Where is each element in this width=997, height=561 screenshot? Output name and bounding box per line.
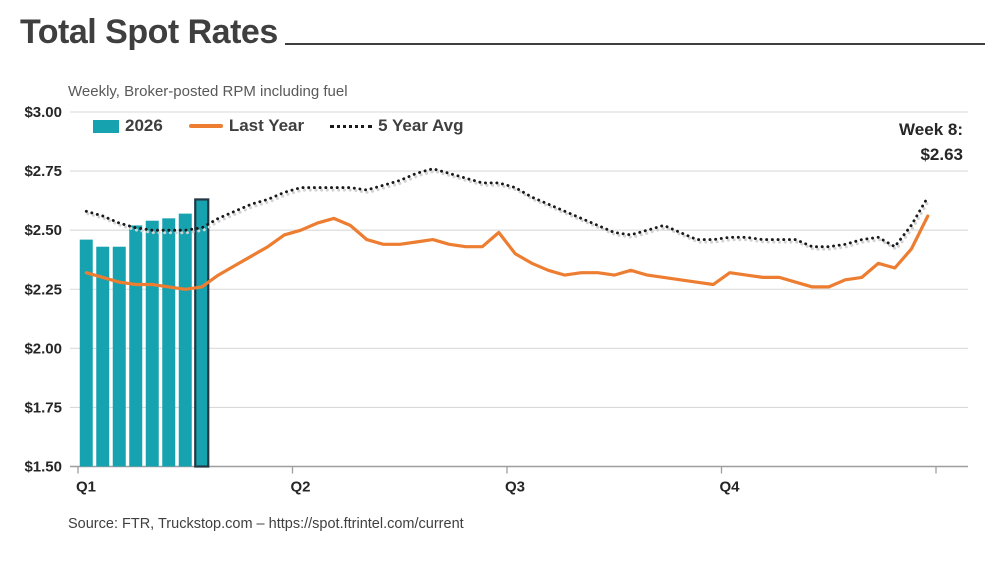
svg-text:Q1: Q1 — [76, 479, 96, 496]
gridlines — [70, 111, 968, 468]
svg-text:Q2: Q2 — [290, 479, 310, 496]
svg-text:$2.75: $2.75 — [24, 163, 62, 180]
y-axis-labels: $3.00 $2.75 $2.50 $2.25 $2.00 $1.75 $1.50 — [24, 104, 62, 476]
svg-text:$1.75: $1.75 — [24, 399, 62, 416]
legend-item-last-year: Last Year — [188, 116, 305, 136]
annotation-week-label: Week 8: — [899, 120, 963, 139]
line-last-year — [84, 214, 930, 291]
line-5-year-avg-shadow — [86, 169, 931, 252]
bar-swatch-icon — [93, 119, 119, 133]
source-text: Source: FTR, Truckstop.com – https://spo… — [68, 516, 464, 532]
legend-label-last-year: Last Year — [228, 116, 305, 135]
svg-text:$2.25: $2.25 — [24, 281, 62, 298]
legend-label-2026: 2026 — [125, 116, 163, 135]
svg-text:Q3: Q3 — [505, 479, 525, 496]
legend-item-5-year-avg: 5 Year Avg — [330, 116, 464, 136]
title-underline — [284, 43, 985, 46]
chart-subtitle: Weekly, Broker-posted RPM including fuel — [68, 83, 348, 100]
svg-text:$1.50: $1.50 — [24, 459, 62, 476]
svg-text:$2.50: $2.50 — [24, 222, 62, 239]
legend-label-5-year-avg: 5 Year Avg — [378, 116, 464, 135]
line-swatch-icon — [188, 124, 223, 128]
dotted-swatch-icon — [330, 124, 373, 128]
legend-item-2026: 2026 — [93, 116, 163, 136]
svg-text:$3.00: $3.00 — [24, 104, 62, 121]
bars-2026 — [79, 198, 210, 468]
annotation-value: $2.63 — [920, 145, 963, 164]
x-axis-ticks-labels: Q1 Q2 Q3 Q4 — [76, 466, 937, 496]
svg-text:Q4: Q4 — [719, 479, 740, 496]
week-8-annotation: Week 8: $2.63 — [899, 117, 963, 167]
chart-legend: 2026 Last Year 5 Year Avg — [93, 116, 464, 136]
line-5-year-avg — [84, 167, 930, 249]
title-row: Total Spot Rates — [20, 13, 985, 51]
svg-text:$2.00: $2.00 — [24, 340, 62, 357]
page-title: Total Spot Rates — [20, 13, 278, 51]
